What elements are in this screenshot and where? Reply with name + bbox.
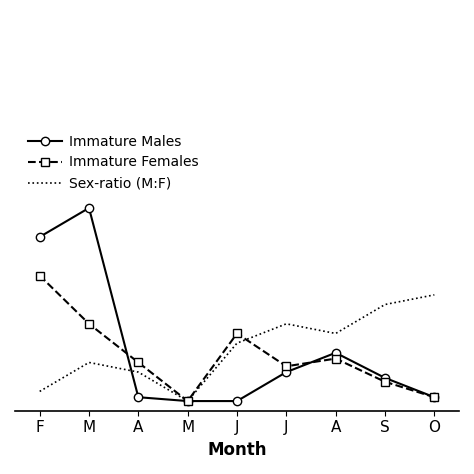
Line: Sex-ratio (M:F): Sex-ratio (M:F)	[40, 295, 434, 401]
Sex-ratio (M:F)	[37, 389, 43, 394]
X-axis label: Month: Month	[207, 441, 267, 459]
Legend: Immature Males, Immature Females, Sex-ratio (M:F): Immature Males, Immature Females, Sex-ra…	[22, 129, 204, 196]
Sex-ratio (M:F)	[86, 360, 92, 365]
Immature Males	[382, 375, 388, 381]
Immature Females	[136, 360, 141, 365]
Immature Males	[37, 234, 43, 240]
Sex-ratio (M:F)	[136, 369, 141, 375]
Immature Males	[86, 205, 92, 211]
Immature Males	[333, 350, 338, 356]
Line: Immature Females: Immature Females	[36, 272, 438, 405]
Immature Females	[283, 364, 289, 369]
Sex-ratio (M:F)	[185, 398, 191, 404]
Immature Females	[333, 356, 338, 362]
Sex-ratio (M:F)	[431, 292, 437, 298]
Immature Males	[234, 398, 240, 404]
Immature Females	[234, 331, 240, 337]
Sex-ratio (M:F)	[283, 321, 289, 327]
Immature Females	[185, 398, 191, 404]
Sex-ratio (M:F)	[234, 340, 240, 346]
Sex-ratio (M:F)	[382, 301, 388, 307]
Immature Males	[185, 398, 191, 404]
Line: Immature Males: Immature Males	[36, 204, 438, 405]
Immature Females	[37, 273, 43, 278]
Sex-ratio (M:F)	[333, 331, 338, 337]
Immature Females	[382, 379, 388, 384]
Immature Females	[86, 321, 92, 327]
Immature Males	[283, 369, 289, 375]
Immature Males	[136, 394, 141, 400]
Immature Females	[431, 394, 437, 400]
Immature Males	[431, 394, 437, 400]
